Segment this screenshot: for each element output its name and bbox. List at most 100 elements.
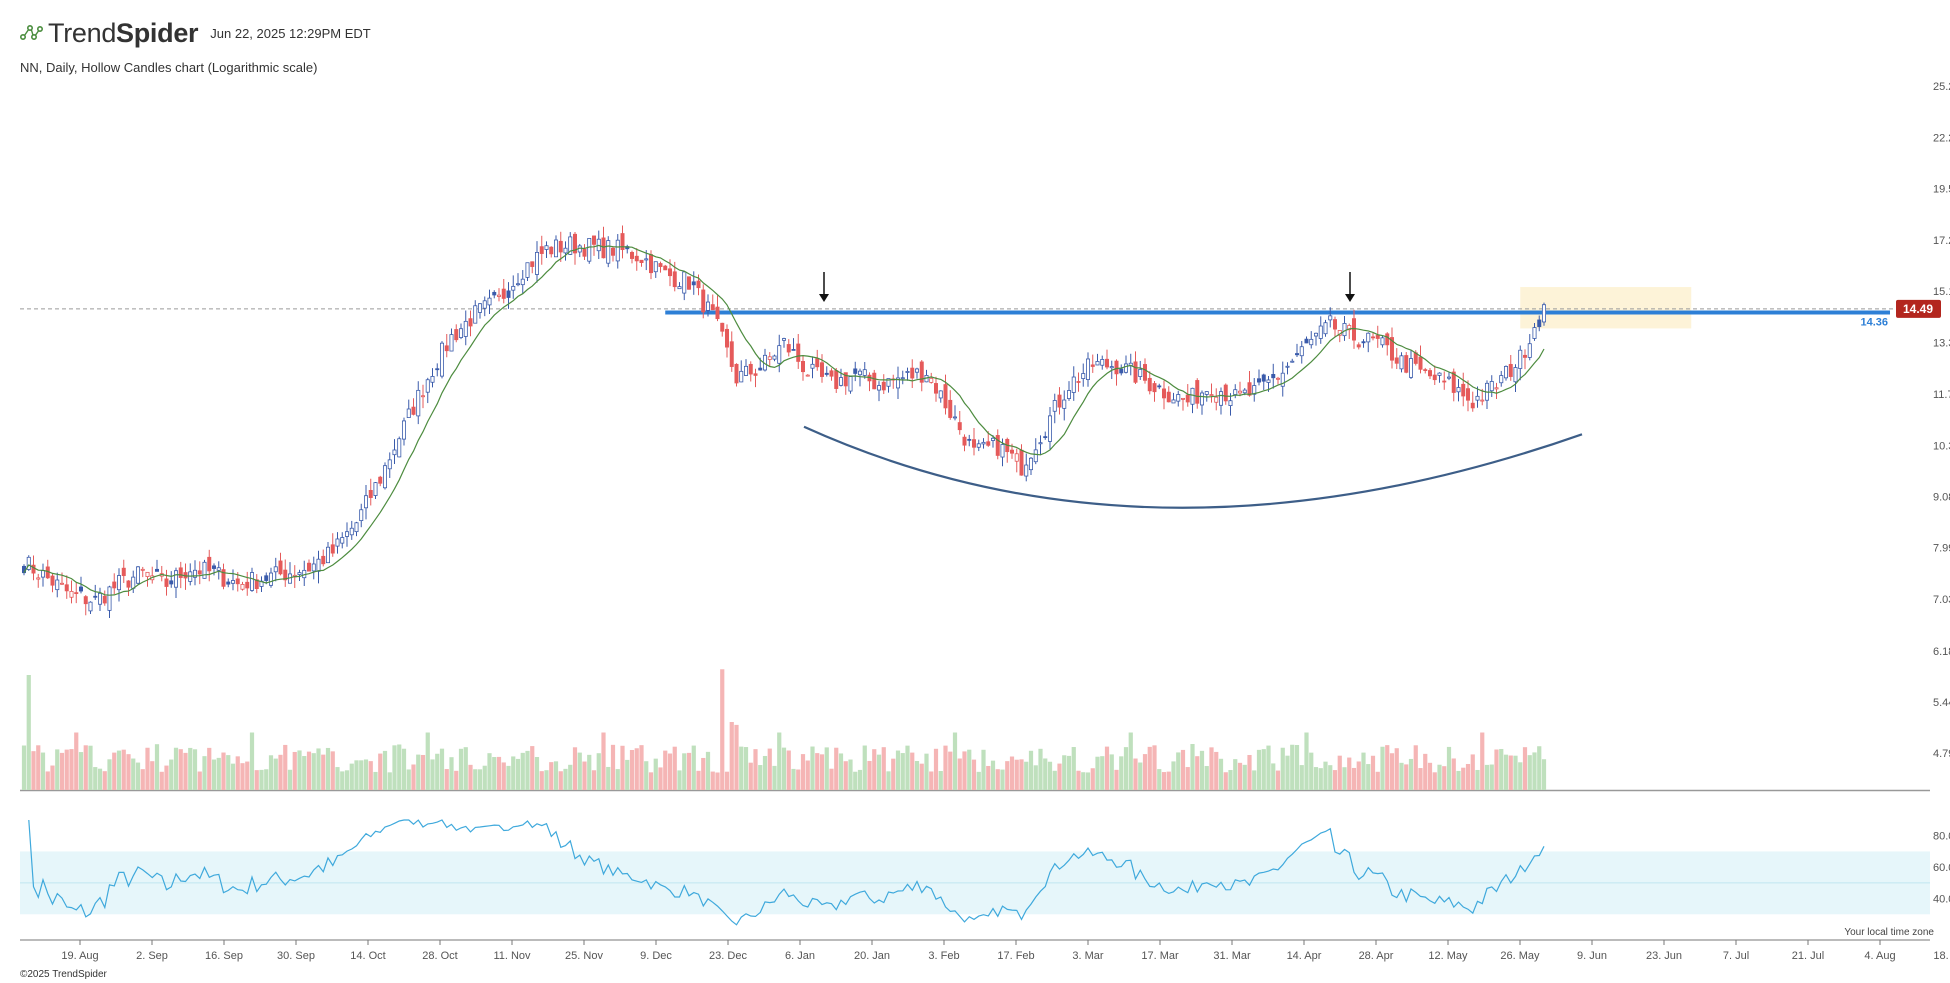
candle-body [477, 303, 482, 313]
candle-body [568, 236, 573, 255]
volume-bar [1508, 755, 1513, 790]
volume-bar [1242, 764, 1247, 790]
volume-bar [1247, 754, 1252, 790]
volume-bar [1000, 769, 1005, 790]
volume-bar [511, 756, 516, 790]
volume-bar [634, 748, 639, 790]
volume-bar [164, 765, 169, 790]
candle-body [1138, 369, 1143, 377]
chart-timestamp: Jun 22, 2025 12:29PM EDT [210, 25, 371, 41]
volume-bar [306, 751, 312, 790]
volume-bar [496, 756, 502, 790]
candle-body [202, 561, 207, 579]
moving-average-line [23, 244, 1545, 596]
volume-bar [1071, 747, 1076, 790]
candle-body [1527, 343, 1532, 358]
candle-body [872, 372, 877, 390]
x-tick-label: 14. Apr [1287, 950, 1322, 962]
volume-bar [857, 769, 863, 790]
volume-bar [800, 754, 806, 790]
candle-body [482, 300, 487, 309]
volume-bar [1033, 765, 1038, 790]
volume-bar [473, 769, 478, 790]
volume-bar [986, 765, 991, 790]
candle-body [506, 290, 511, 298]
candle-body [425, 379, 430, 393]
candle-body [862, 369, 867, 376]
candle-body [245, 581, 250, 589]
x-tick-label: 9. Jun [1577, 950, 1607, 962]
candle-body [1461, 383, 1466, 397]
volume-bar [1332, 770, 1338, 790]
candle-body [691, 281, 696, 286]
candle-body [1380, 337, 1385, 346]
arrow-down-head-2 [1345, 294, 1355, 302]
candle-body [986, 441, 991, 446]
candle-body [1276, 377, 1281, 380]
volume-bar [705, 751, 711, 790]
candle-body [1105, 358, 1110, 368]
volume-bar [1090, 768, 1095, 790]
candle-body [620, 233, 625, 251]
candle-body [544, 245, 549, 250]
volume-bar [1370, 755, 1376, 790]
candle-body [240, 584, 245, 590]
volume-bar [715, 772, 720, 790]
volume-bar [881, 747, 886, 790]
candle-body [473, 305, 478, 324]
x-tick-label: 14. Oct [350, 950, 385, 962]
candle-body [1442, 380, 1447, 383]
candle-body [615, 239, 620, 262]
volume-bar [1532, 752, 1537, 790]
candle-body [592, 235, 597, 245]
volume-bar [1456, 770, 1461, 790]
volume-bar [1266, 745, 1271, 790]
candle-body [1223, 384, 1228, 402]
volume-bar [672, 746, 677, 790]
candle-body [1024, 464, 1029, 477]
candle-body [1052, 400, 1057, 412]
candle-body [368, 489, 373, 498]
candle-body [1090, 364, 1095, 367]
volume-bar [1076, 770, 1081, 790]
candle-body [720, 322, 725, 332]
volume-bar [667, 753, 673, 790]
candle-body [235, 578, 240, 585]
volume-bar [254, 770, 259, 790]
volume-bar [230, 763, 236, 790]
volume-bar [591, 770, 597, 790]
volume-bar [482, 765, 487, 790]
volume-bar [791, 768, 796, 790]
volume-bar [1114, 769, 1119, 790]
candle-body [1352, 318, 1357, 341]
x-tick-label: 9. Dec [640, 950, 672, 962]
volume-bar [1442, 766, 1447, 790]
volume-bar [1394, 748, 1399, 790]
volume-bar [620, 745, 625, 790]
axes: 25.25 22.22 19.55 17.20 15.14 13.32 11.72 10.31… [61, 81, 1950, 962]
volume-bar [26, 675, 31, 790]
candle-body [582, 248, 587, 257]
volume-bar [596, 753, 601, 790]
volume-bar [69, 749, 74, 790]
candle-body [1014, 453, 1019, 462]
volume-bar [1190, 744, 1195, 790]
volume-bar [919, 763, 924, 790]
candle-body [710, 304, 715, 311]
x-tick-label: 2. Sep [136, 950, 168, 962]
candle-body [663, 265, 668, 271]
y-tick-label: 19.55 [1933, 184, 1950, 196]
volume-bar [981, 749, 986, 790]
x-tick-label: 23. Dec [709, 950, 747, 962]
candle-body [530, 261, 535, 267]
volume-bar [696, 770, 701, 790]
candle-body [758, 367, 763, 371]
brand-name: TrendSpider [48, 18, 199, 49]
candle-body [463, 320, 468, 337]
volume-bar [967, 749, 972, 790]
volume-bar [1204, 766, 1209, 790]
volume-bar [910, 752, 915, 790]
candle-body [1238, 390, 1243, 394]
candle-body [962, 436, 967, 446]
